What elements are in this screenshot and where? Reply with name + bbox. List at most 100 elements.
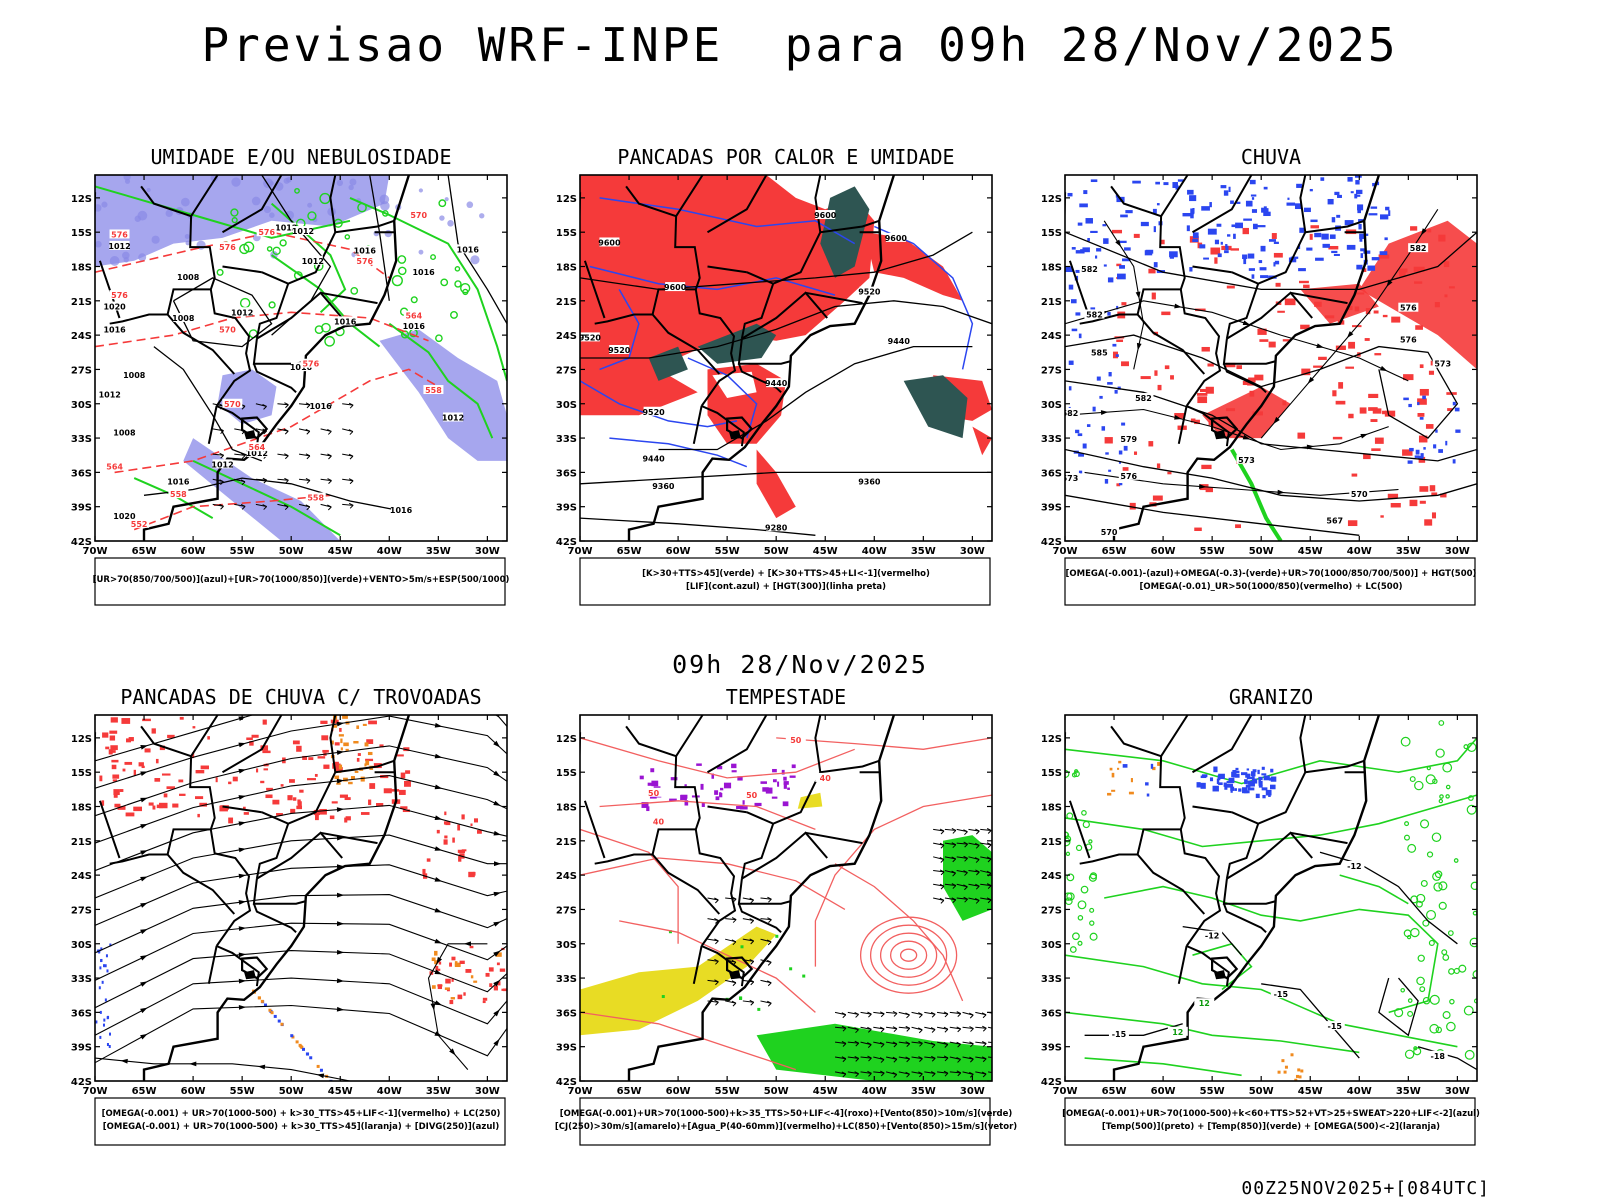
wind-arrow-head bbox=[969, 1026, 974, 1032]
streamline-arrow bbox=[1100, 410, 1109, 415]
omega-area bbox=[1333, 253, 1340, 256]
streamline-arrow bbox=[1135, 291, 1141, 300]
y-tick-label: 33S bbox=[71, 434, 92, 445]
rain-area bbox=[1194, 527, 1202, 532]
wind-arrow bbox=[980, 842, 992, 846]
omega-area bbox=[1083, 190, 1088, 195]
temp-850-cell bbox=[1088, 839, 1093, 844]
wind-arrow-head bbox=[749, 938, 755, 945]
severe-storm-area bbox=[723, 782, 732, 789]
convection-area-orange bbox=[345, 748, 349, 751]
political-border bbox=[221, 715, 283, 774]
omega-area bbox=[1435, 429, 1438, 433]
precipitable-water-contour bbox=[619, 920, 816, 1013]
rain-area bbox=[1210, 247, 1221, 255]
political-border bbox=[694, 289, 737, 407]
temp-850-cell bbox=[1394, 1008, 1404, 1018]
y-tick-label: 30S bbox=[71, 940, 92, 951]
contour-label: 576 bbox=[1120, 472, 1137, 481]
wind-area-850 bbox=[740, 945, 744, 949]
omega-area bbox=[1140, 221, 1149, 227]
omega-area bbox=[1090, 230, 1098, 233]
temp-850-cell bbox=[1449, 998, 1455, 1005]
rain-area bbox=[1273, 252, 1283, 258]
convection-area-orange bbox=[340, 747, 343, 751]
y-tick-label: 39S bbox=[1041, 1043, 1062, 1054]
wind-arrow bbox=[937, 1071, 949, 1074]
wind-arrow-head bbox=[956, 1026, 962, 1033]
omega-area bbox=[1169, 256, 1174, 259]
severe-storm-area bbox=[700, 783, 704, 790]
rain-area bbox=[1121, 302, 1127, 306]
rain-area bbox=[1207, 363, 1214, 367]
humidity-cell-green bbox=[435, 334, 443, 343]
political-border bbox=[1110, 715, 1189, 758]
wind-arrow bbox=[944, 842, 956, 846]
contour-label-bg bbox=[276, 222, 297, 232]
humidity-cell-green bbox=[357, 202, 367, 213]
omega-area bbox=[1251, 209, 1258, 213]
temp-850-cell bbox=[1438, 720, 1445, 726]
wind-arrow bbox=[255, 478, 267, 481]
contour-label-bg bbox=[599, 237, 620, 247]
hail-area bbox=[1234, 788, 1237, 791]
wind-arrow-head bbox=[731, 1000, 737, 1007]
storm-area bbox=[322, 749, 329, 753]
political-border bbox=[140, 175, 219, 218]
temp-850-cell bbox=[1400, 987, 1406, 993]
storm-area bbox=[280, 784, 284, 787]
streamline-arrow bbox=[493, 861, 502, 867]
convection-area-orange bbox=[333, 725, 337, 728]
hail-area bbox=[1200, 775, 1207, 779]
omega-area bbox=[1379, 251, 1388, 256]
wind-arrow-head bbox=[240, 503, 246, 510]
wind-arrow-head bbox=[975, 869, 980, 876]
omega-area bbox=[1417, 402, 1420, 406]
wind-arrow-head bbox=[951, 870, 956, 877]
convection-area-orange bbox=[431, 957, 436, 962]
rain-area bbox=[1363, 453, 1371, 460]
temp-850-cell bbox=[1081, 810, 1087, 816]
rain-area bbox=[1425, 424, 1434, 429]
wind-arrow-head bbox=[999, 830, 1003, 835]
omega-area bbox=[1225, 244, 1228, 249]
omega-area bbox=[1107, 382, 1113, 385]
omega-500-area bbox=[1284, 1065, 1288, 1069]
wind-arrow-head bbox=[714, 958, 719, 965]
rain-area bbox=[1133, 451, 1138, 455]
wind-arrow-head bbox=[986, 856, 992, 863]
contour-label: 1016 bbox=[309, 402, 332, 411]
wind-arrow bbox=[937, 1056, 949, 1059]
wind-arrow bbox=[949, 1011, 961, 1015]
streamline-arrow bbox=[1346, 331, 1354, 339]
political-border bbox=[805, 291, 863, 305]
divergence-area bbox=[98, 986, 101, 990]
convection-area-orange bbox=[305, 1052, 309, 1056]
humidity-cell-green bbox=[460, 282, 471, 294]
omega-area bbox=[1119, 240, 1127, 244]
political-border bbox=[252, 903, 297, 934]
political-border bbox=[1192, 265, 1232, 274]
temp-850-cell bbox=[1426, 851, 1434, 858]
storm-area bbox=[122, 768, 126, 772]
political-border bbox=[207, 405, 218, 445]
omega-500-area bbox=[1297, 1068, 1301, 1072]
wind-arrow-head bbox=[939, 842, 945, 849]
height-contour-300 bbox=[580, 471, 992, 485]
omega-area bbox=[1250, 194, 1257, 197]
streamline-arrow bbox=[430, 1003, 436, 1011]
political-border bbox=[252, 363, 297, 394]
storm-area bbox=[320, 720, 328, 724]
convection-area-orange bbox=[263, 1003, 267, 1007]
rain-area bbox=[1380, 515, 1384, 518]
omega-area bbox=[1172, 182, 1178, 189]
omega-area bbox=[1365, 233, 1369, 236]
omega-area bbox=[1260, 275, 1269, 279]
contour-label: -12 bbox=[1205, 932, 1219, 941]
contour-label-bg bbox=[1133, 393, 1154, 403]
omega-area bbox=[1331, 217, 1336, 223]
temp-850-cell bbox=[1433, 882, 1443, 892]
wind-arrow-head bbox=[963, 870, 968, 876]
panel-title: TEMPESTADE bbox=[726, 685, 846, 709]
wind-arrow bbox=[991, 898, 992, 899]
